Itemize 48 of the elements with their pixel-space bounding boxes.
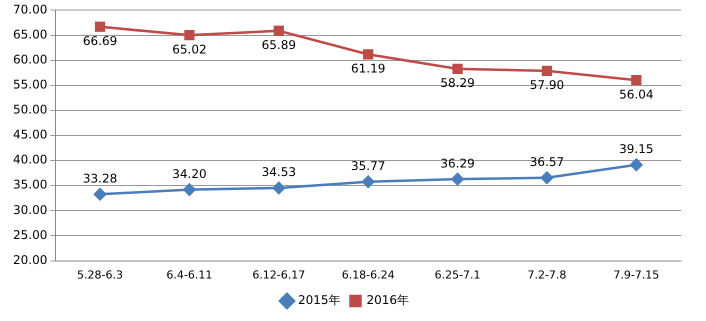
- point: [362, 176, 374, 188]
- x-tick-label: 6.4-6.11: [166, 268, 212, 282]
- data-label: 61.19: [350, 61, 386, 76]
- y-tick-label: 20.00: [12, 252, 48, 267]
- point: [540, 172, 554, 184]
- y-tick-label: 30.00: [12, 202, 48, 217]
- point: [363, 49, 374, 60]
- x-tick-label: 6.18-6.24: [342, 268, 395, 282]
- y-tick-label: 35.00: [12, 178, 48, 192]
- data-label: 34.53: [262, 165, 296, 180]
- y-tick-label: 65.00: [12, 27, 48, 42]
- y-tick-label: 70.00: [12, 2, 48, 16]
- point: [183, 183, 196, 196]
- point: [630, 158, 643, 172]
- x-tick-label: 5.28-6.3: [77, 268, 124, 282]
- data-label: 66.69: [82, 34, 118, 48]
- y-tick-label: 25.00: [12, 228, 48, 242]
- y-tick-label: 60.00: [12, 52, 48, 66]
- data-label: 33.28: [82, 171, 118, 186]
- data-label: 39.15: [619, 142, 654, 156]
- data-label: 58.29: [440, 76, 475, 90]
- point: [451, 172, 464, 186]
- data-label: 36.29: [440, 156, 475, 170]
- data-label: 56.04: [619, 87, 654, 102]
- point: [274, 26, 284, 36]
- x-tick-label: 6.25-7.1: [434, 268, 481, 282]
- point: [452, 64, 463, 74]
- point: [272, 182, 286, 194]
- point: [631, 75, 642, 86]
- data-label: 36.57: [530, 154, 564, 169]
- point: [184, 30, 195, 40]
- point: [94, 188, 106, 200]
- legend-label: 2016年: [366, 293, 410, 308]
- y-tick-label: 55.00: [12, 78, 48, 92]
- x-tick-label: 7.2-7.8: [527, 268, 566, 282]
- data-label: 57.90: [530, 78, 564, 92]
- data-label: 65.89: [262, 38, 296, 52]
- point: [94, 22, 106, 32]
- x-tick-label: 7.9-7.15: [613, 268, 660, 282]
- point: [542, 66, 552, 76]
- data-label: 34.20: [172, 166, 207, 181]
- data-label: 65.02: [172, 42, 207, 56]
- legend-label: 2015年: [298, 293, 341, 308]
- y-tick-label: 45.00: [12, 128, 48, 142]
- y-tick-label: 40.00: [12, 152, 48, 167]
- data-label: 35.77: [350, 158, 386, 173]
- x-tick-label: 6.12-6.17: [252, 268, 306, 282]
- y-tick-label: 50.00: [12, 102, 48, 117]
